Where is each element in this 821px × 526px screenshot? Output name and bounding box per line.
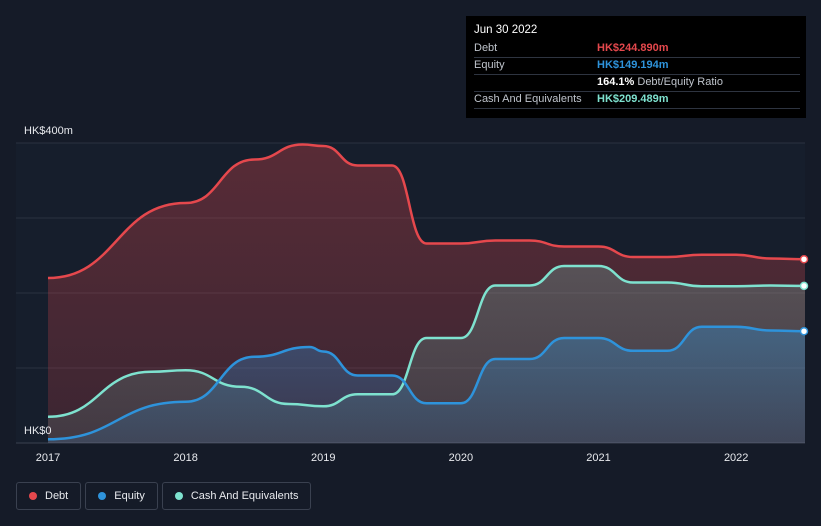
x-tick-label-2021: 2021 <box>586 452 610 464</box>
tooltip-ratio-number: 164.1% <box>597 76 635 88</box>
tooltip-cash-label: Cash And Equivalents <box>474 93 582 105</box>
x-tick-label-2019: 2019 <box>311 452 335 464</box>
tooltip-row-cash: Cash And Equivalents HK$209.489m <box>474 91 800 109</box>
endpoint-equity[interactable] <box>799 327 809 336</box>
tooltip-ratio-label: Debt/Equity Ratio <box>637 76 723 88</box>
tooltip-panel: Jun 30 2022 Debt HK$244.890m Equity HK$1… <box>466 16 806 118</box>
line-equity <box>47 325 806 441</box>
tooltip-equity-label: Equity <box>474 59 505 71</box>
tooltip-date: Jun 30 2022 <box>474 24 538 36</box>
tooltip-debt-label: Debt <box>474 42 498 54</box>
x-tick-label-2020: 2020 <box>449 452 473 464</box>
legend-dot-equity <box>98 492 107 500</box>
line-debt <box>47 143 806 280</box>
x-tick-label-2022: 2022 <box>724 452 748 464</box>
tooltip-ratio-value: 164.1% Debt/Equity Ratio <box>597 76 723 88</box>
tooltip-cash-value: HK$209.489m <box>597 93 669 105</box>
line-cash <box>47 264 806 419</box>
legend-dot-debt <box>29 492 37 500</box>
area-equity <box>48 326 805 443</box>
chart-legend: Debt Equity Cash And Equivalents <box>16 482 312 510</box>
endpoint-debt[interactable] <box>799 255 809 264</box>
tooltip-row-equity: Equity HK$149.194m <box>474 57 800 75</box>
tooltip-equity-value: HK$149.194m <box>597 59 669 71</box>
legend-label-equity: Equity <box>114 490 145 502</box>
y-tick-label-1: HK$0 <box>24 425 52 437</box>
tooltip-debt-value: HK$244.890m <box>597 42 669 54</box>
legend-label-debt: Debt <box>45 490 69 502</box>
tooltip-row-debt: Debt HK$244.890m <box>474 40 800 58</box>
endpoint-cash[interactable] <box>799 281 809 291</box>
legend-item-equity[interactable]: Equity <box>85 482 158 510</box>
legend-label-cash: Cash And Equivalents <box>190 490 299 502</box>
legend-item-cash[interactable]: Cash And Equivalents <box>161 482 312 510</box>
tooltip-row-ratio: 164.1% Debt/Equity Ratio <box>474 74 800 92</box>
x-tick-label-2018: 2018 <box>173 452 197 464</box>
legend-item-debt[interactable]: Debt <box>16 482 82 510</box>
x-tick-label-2017: 2017 <box>36 452 60 464</box>
y-tick-label-0: HK$400m <box>24 125 73 137</box>
legend-dot-cash <box>174 492 183 500</box>
